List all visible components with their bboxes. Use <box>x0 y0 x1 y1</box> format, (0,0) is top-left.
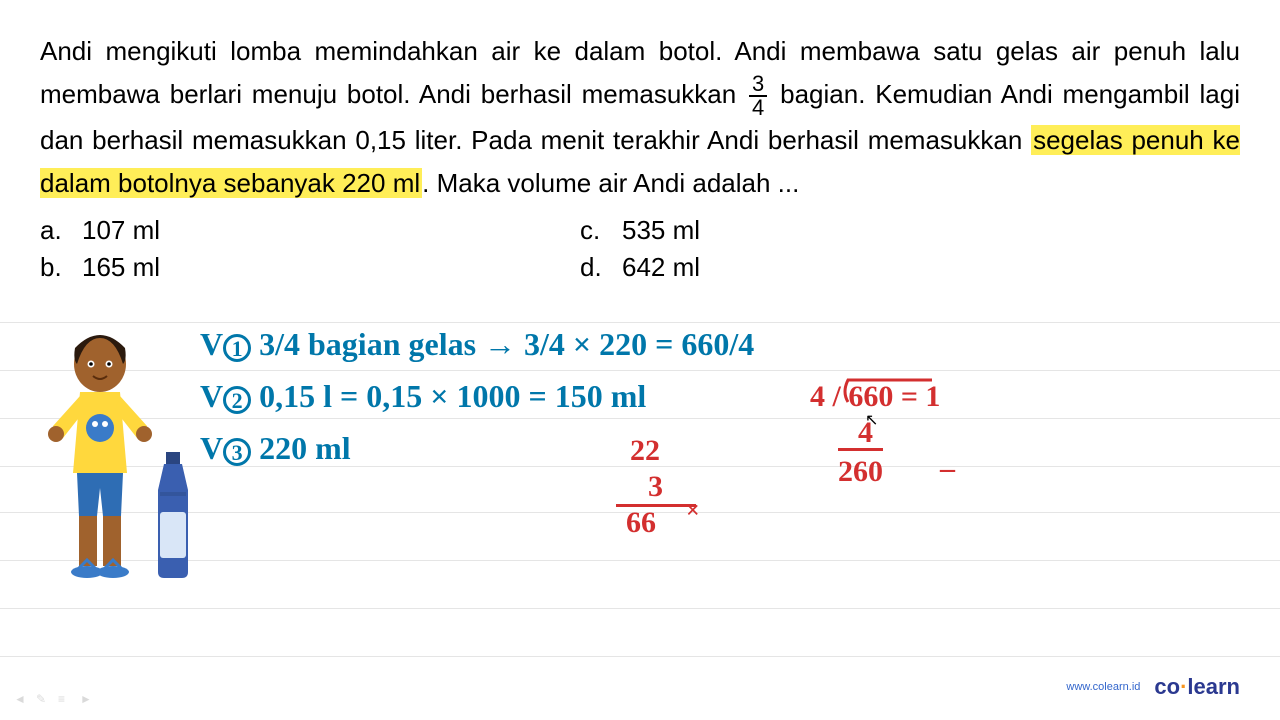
question-paragraph: Andi mengikuti lomba memindahkan air ke … <box>40 30 1240 205</box>
handwriting-line1: V1 3/4 bagian gelas → 3/4 × 220 = 660/4 <box>200 326 754 363</box>
division-bracket-icon <box>842 378 942 406</box>
nav-menu-icon[interactable]: ≡ <box>58 692 72 706</box>
nav-prev-icon[interactable]: ◄ <box>14 692 28 706</box>
red-div-line: 260 <box>838 448 883 489</box>
red-mult-bot: 66 <box>626 506 656 540</box>
boy-cartoon-icon <box>45 328 155 583</box>
red-mult-top: 22 <box>630 434 660 468</box>
bottle-icon <box>148 450 198 580</box>
option-d: d. 642 ml <box>580 252 700 283</box>
colearn-logo: co·learn <box>1154 674 1240 700</box>
question-part3: . Maka volume air Andi adalah ... <box>422 168 799 198</box>
options-container: a. 107 ml b. 165 ml c. 535 ml d. 642 ml <box>40 215 1240 283</box>
handwriting-line2: V2 0,15 l = 0,15 × 1000 = 150 ml <box>200 378 646 415</box>
cursor-icon: ↖ <box>865 410 878 430</box>
red-dash: – <box>940 452 955 486</box>
handwriting-line3: V3 220 ml <box>200 430 351 467</box>
nav-pen-icon[interactable]: ✎ <box>36 692 50 706</box>
footer-url: www.colearn.id <box>1066 681 1140 693</box>
option-c: c. 535 ml <box>580 215 700 246</box>
red-mult-x: × <box>686 498 700 525</box>
option-a: a. 107 ml <box>40 215 580 246</box>
nav-icons: ◄ ✎ ≡ ► <box>14 692 94 706</box>
footer: www.colearn.id co·learn <box>1066 674 1240 700</box>
nav-next-icon[interactable]: ► <box>80 692 94 706</box>
red-mult-mid: 3 <box>648 470 663 504</box>
fraction-3-4: 34 <box>749 73 767 119</box>
option-b: b. 165 ml <box>40 252 580 283</box>
